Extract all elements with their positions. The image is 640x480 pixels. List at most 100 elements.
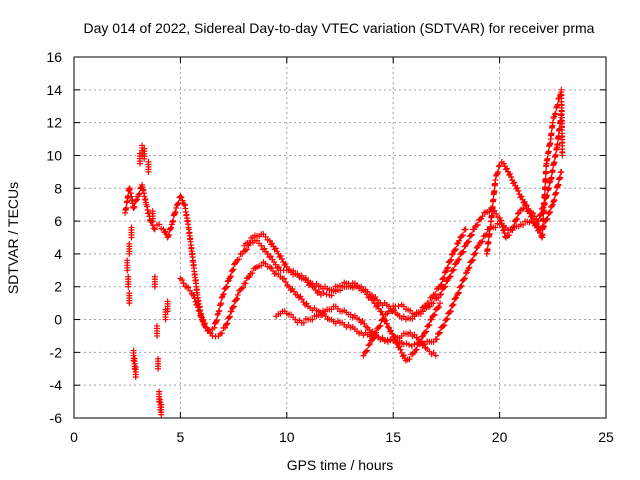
data-point [453,294,460,301]
data-point [407,329,414,336]
data-point [557,174,564,181]
data-point [554,141,561,148]
data-point [168,224,175,231]
data-point [126,240,133,247]
data-point [438,291,445,298]
data-point [529,215,536,222]
data-point [126,185,133,192]
data-point [223,283,230,290]
data-point [546,209,553,216]
data-point [549,167,556,174]
data-point [471,250,478,257]
data-point [447,308,454,315]
data-point [456,256,463,263]
data-point [459,249,466,256]
data-point [548,174,555,181]
data-point [559,152,566,159]
y-tick-label: 4 [54,246,62,262]
data-point [494,170,501,177]
data-point [378,317,385,324]
x-tick-label: 5 [177,429,185,445]
data-point [400,352,407,359]
data-point [420,341,427,348]
data-point [124,257,131,264]
data-point [544,155,551,162]
data-point [431,311,438,318]
data-point [328,292,335,299]
data-point [388,327,395,334]
data-point [496,162,503,169]
data-point [549,119,556,126]
data-point [213,317,220,324]
data-point [430,312,437,319]
y-tick-label: 10 [46,147,62,163]
data-point [282,279,289,286]
data-point [462,242,469,249]
data-point [369,336,376,343]
data-point [552,152,559,159]
data-point [125,273,132,280]
data-point [448,251,455,258]
data-point [392,336,399,343]
data-point [153,322,160,329]
data-point [541,191,548,198]
data-point [278,255,285,262]
data-point [447,257,454,264]
data-point [144,206,151,213]
data-point [179,197,186,204]
data-point [362,288,369,295]
y-axis-ticks: -6 -4 -2 0 2 4 6 8 10 12 14 16 [46,49,606,426]
data-point [367,293,374,300]
data-point [171,210,178,217]
data-point [440,323,447,330]
data-point [452,246,459,253]
data-point [428,316,435,323]
data-point [472,250,479,257]
data-point [454,290,461,297]
x-tick-label: 20 [492,429,508,445]
data-point [545,148,552,155]
data-point [540,215,547,222]
data-point [477,239,484,246]
data-point [249,270,256,277]
data-point [387,337,394,344]
data-point [484,246,491,253]
data-point [455,289,462,296]
data-point [498,217,505,224]
data-point [198,311,205,318]
data-point [541,199,548,206]
data-point [194,300,201,307]
data-point [475,242,482,249]
y-tick-label: -4 [50,377,63,393]
data-point [479,213,486,220]
data-point [365,342,372,349]
data-point [522,201,529,208]
y-tick-label: -6 [50,410,63,426]
data-point [258,242,265,249]
data-point [157,396,164,403]
data-point [281,275,288,282]
data-point [226,314,233,321]
data-point [143,203,150,210]
data-point [234,295,241,302]
data-point [540,207,547,214]
data-point [513,216,520,223]
data-point [145,209,152,216]
data-point [317,312,324,319]
data-point [218,300,225,307]
data-point [473,222,480,229]
y-tick-label: 12 [46,115,62,131]
data-point [378,308,385,315]
data-point [277,252,284,259]
data-point [379,334,386,341]
data-point [364,347,371,354]
data-points [122,86,566,418]
data-point [511,179,518,186]
data-point [434,304,441,311]
y-tick-label: 8 [54,180,62,196]
y-tick-label: -2 [50,344,63,360]
data-point [126,290,133,297]
data-point [223,284,230,291]
